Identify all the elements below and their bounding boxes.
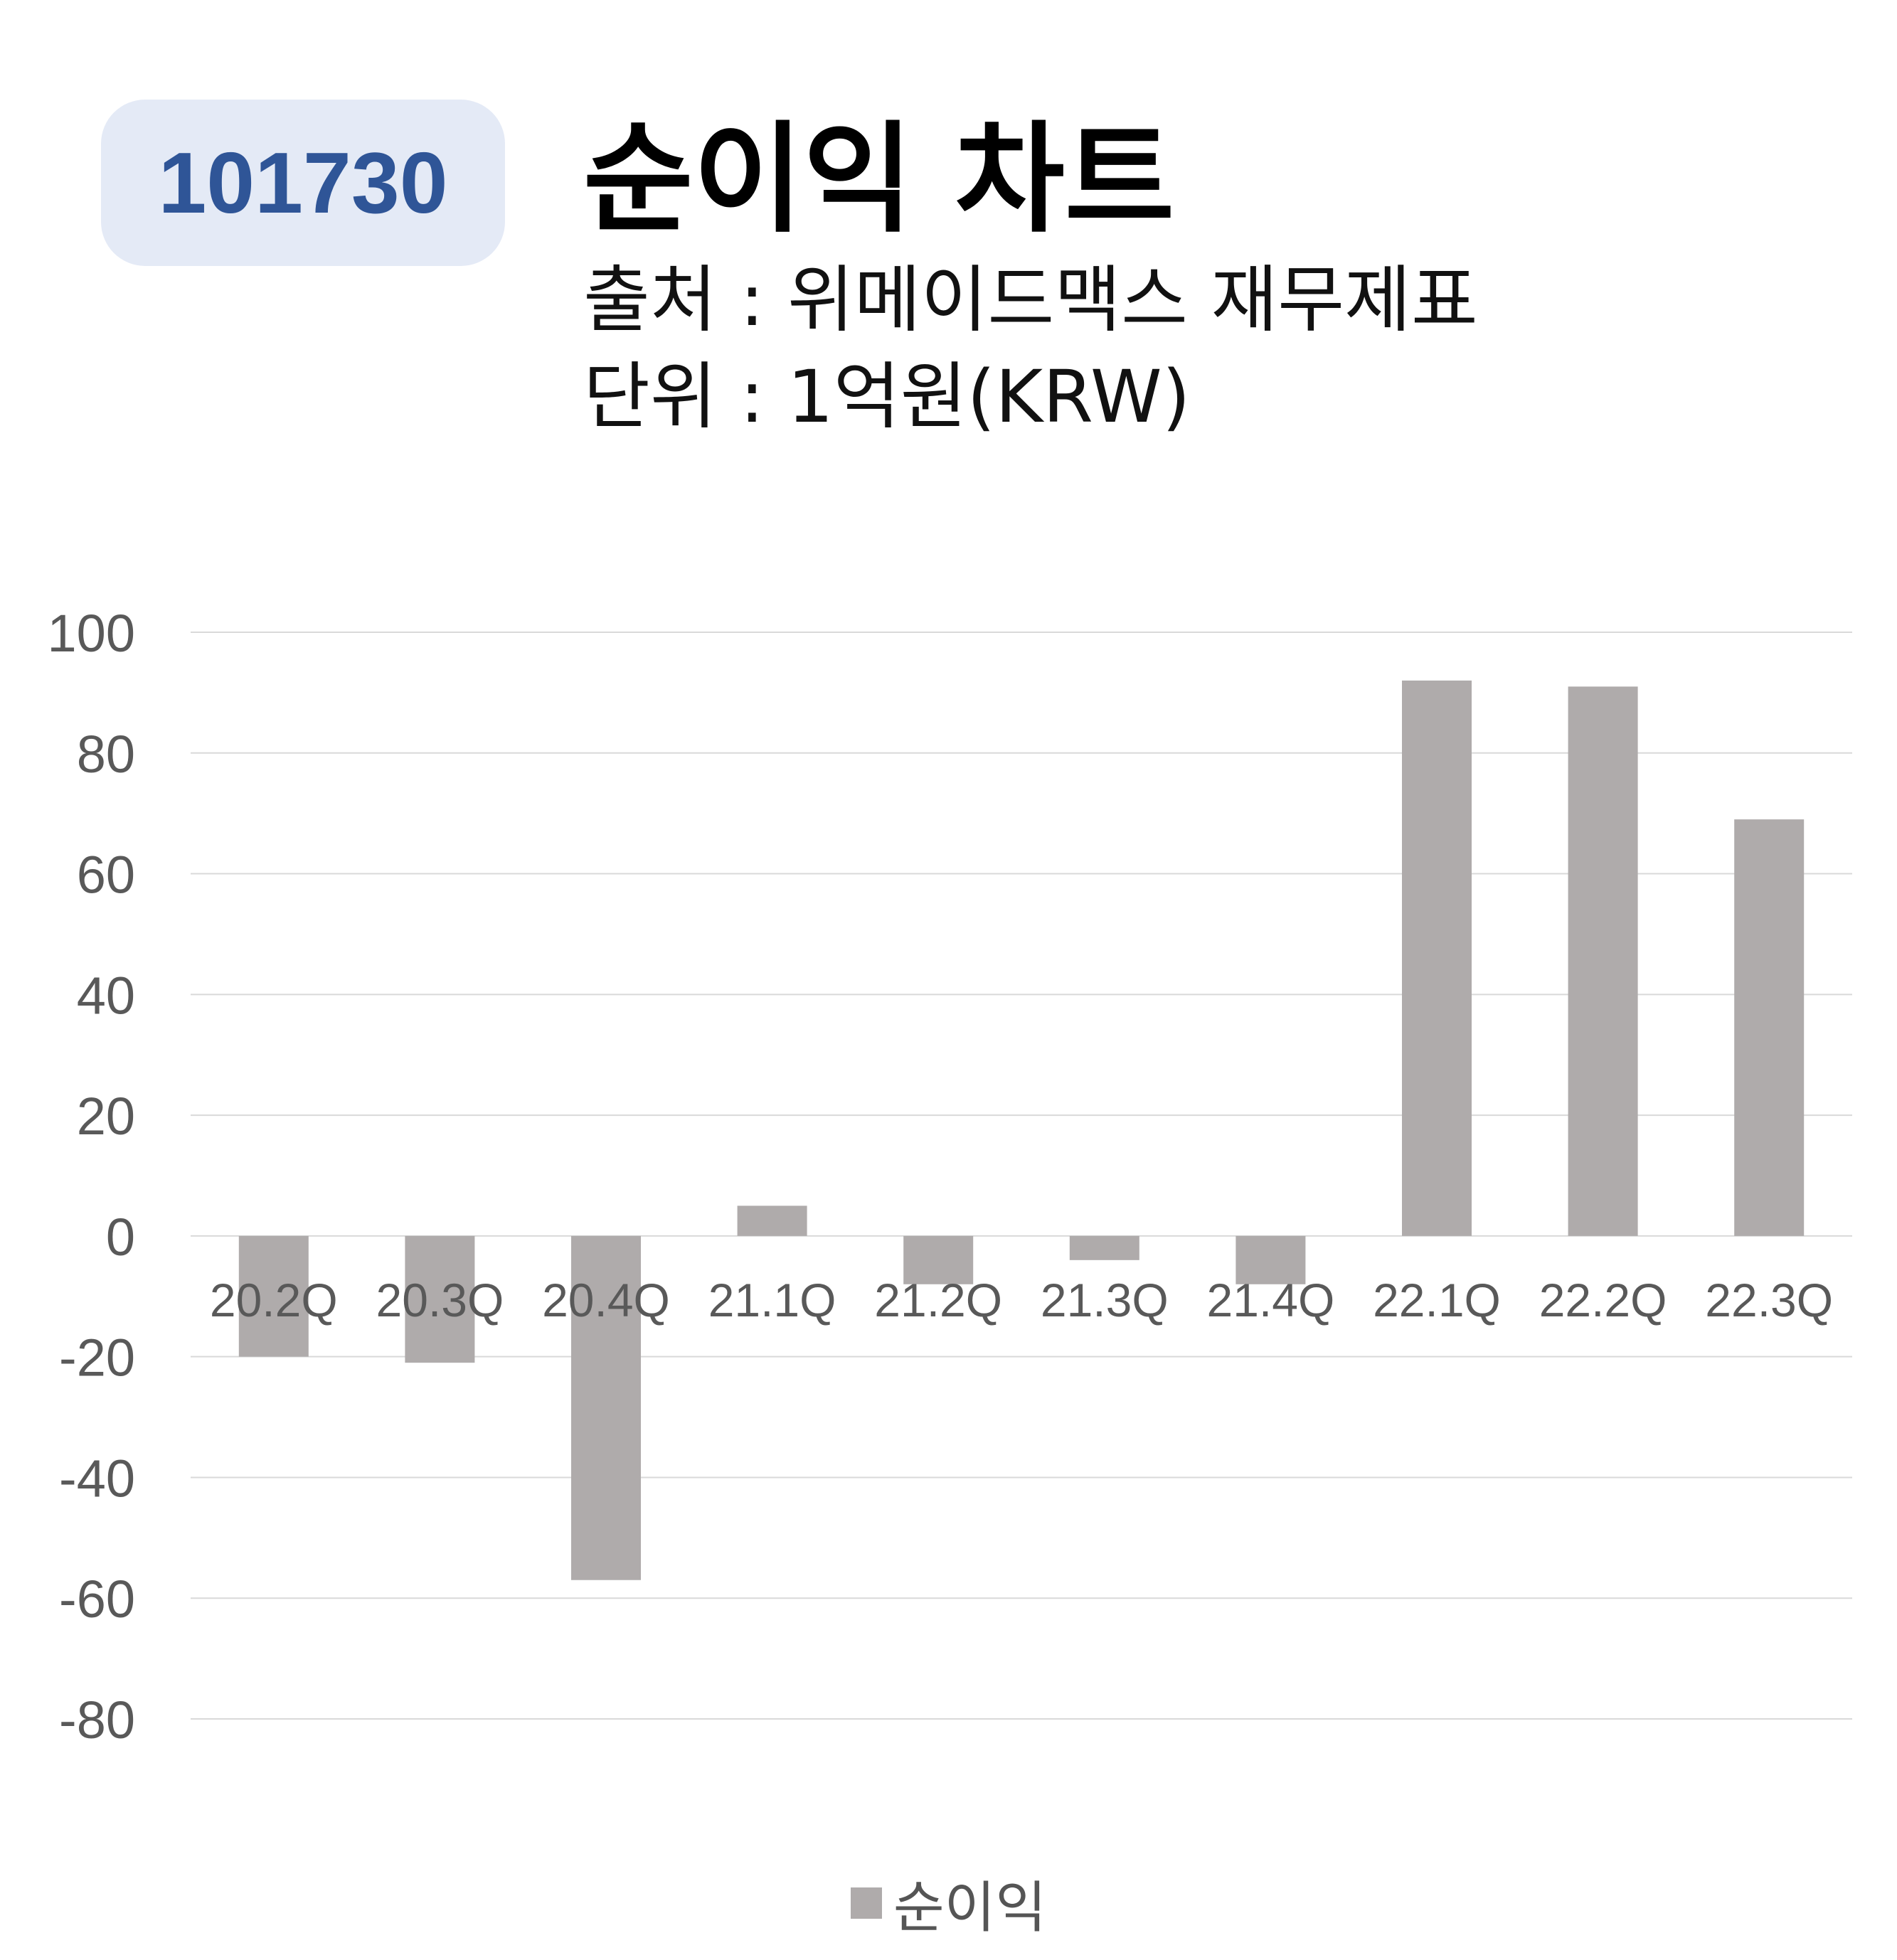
- y-tick-label: -60: [59, 1570, 135, 1629]
- stock-code: 101730: [158, 134, 448, 231]
- x-tick-label: 21.2Q: [874, 1274, 1002, 1326]
- bar-22.1Q: [1402, 680, 1472, 1236]
- x-tick-label: 22.2Q: [1539, 1274, 1667, 1326]
- x-tick-label: 20.3Q: [376, 1274, 504, 1326]
- bar-21.2Q: [903, 1235, 974, 1284]
- bar-20.3Q: [405, 1235, 475, 1363]
- x-tick-label: 22.1Q: [1373, 1274, 1501, 1326]
- y-tick-label: 60: [77, 846, 135, 905]
- y-tick-label: -80: [59, 1690, 135, 1749]
- chart-unit: 단위 : 1억원(KRW): [583, 355, 1191, 440]
- x-axis-ticks: 20.2Q 20.3Q 20.4Q 21.1Q 21.2Q 21.3Q 21.4Q 22.1Q…: [210, 1274, 1833, 1326]
- x-tick-label: 21.1Q: [708, 1274, 836, 1326]
- bar-22.2Q: [1568, 686, 1638, 1236]
- bar-20.4Q: [571, 1235, 641, 1580]
- stock-code-badge: 101730: [101, 100, 505, 266]
- bar-21.4Q: [1236, 1235, 1306, 1284]
- y-tick-label: 100: [48, 604, 135, 663]
- legend: 순이익: [0, 1863, 1897, 1943]
- bar-20.2Q: [238, 1235, 309, 1357]
- x-tick-label: 21.3Q: [1041, 1274, 1169, 1326]
- bar-21.3Q: [1069, 1235, 1139, 1260]
- y-tick-label: -20: [59, 1328, 135, 1388]
- bar-22.3Q: [1734, 819, 1805, 1236]
- legend-swatch: [850, 1887, 882, 1919]
- bar-21.1Q: [737, 1205, 807, 1236]
- y-tick-label: 40: [77, 966, 135, 1025]
- y-tick-label: 20: [77, 1087, 135, 1146]
- x-tick-label: 21.4Q: [1207, 1274, 1335, 1326]
- chart-title: 순이익 차트: [583, 110, 1175, 249]
- x-tick-label: 22.3Q: [1705, 1274, 1833, 1326]
- legend-label: 순이익: [893, 1876, 1047, 1940]
- y-axis-ticks: 100 80 60 40 20 0 -20 -40 -60 -80: [48, 604, 135, 1749]
- bars: [238, 680, 1805, 1580]
- y-tick-label: 80: [77, 725, 135, 784]
- chart-source: 출처 : 위메이드맥스 재무제표: [583, 258, 1478, 343]
- x-tick-label: 20.2Q: [210, 1274, 338, 1326]
- y-tick-label: 0: [106, 1208, 135, 1267]
- y-tick-label: -40: [59, 1449, 135, 1508]
- x-tick-label: 20.4Q: [542, 1274, 670, 1326]
